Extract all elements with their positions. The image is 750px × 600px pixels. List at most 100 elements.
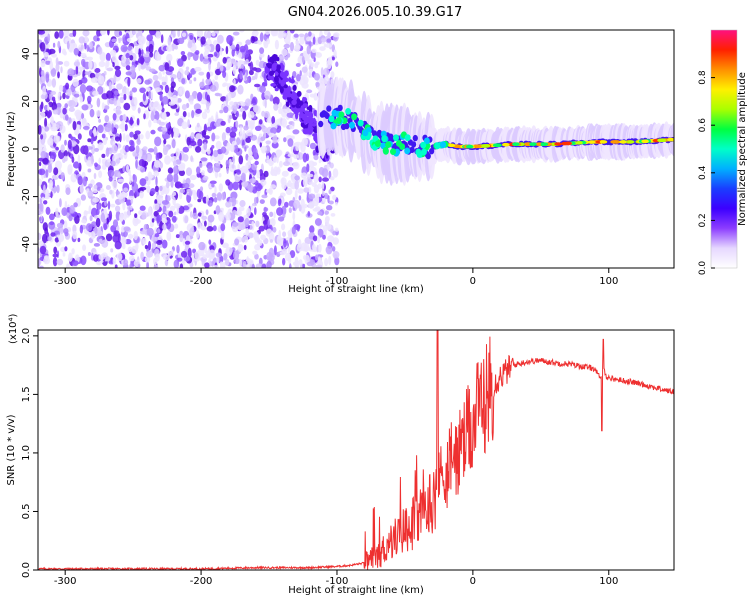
spectrogram-noise-cell bbox=[127, 77, 131, 87]
signal-peak-cell bbox=[575, 141, 583, 145]
spectrogram-noise-cell bbox=[60, 66, 63, 74]
spectrogram-noise-cell bbox=[173, 165, 178, 175]
spectrogram-noise-cell bbox=[223, 106, 229, 114]
spectrogram-noise-cell bbox=[173, 211, 177, 216]
spectrogram-noise-cell bbox=[313, 173, 319, 184]
spectrogram-noise-cell bbox=[225, 45, 229, 55]
spectrogram-noise-cell bbox=[320, 67, 324, 77]
spectrogram-noise-cell bbox=[55, 63, 60, 72]
spectrogram-noise-cell bbox=[255, 59, 260, 66]
spectrogram-noise-cell bbox=[325, 245, 333, 255]
spectrogram-noise-cell bbox=[112, 257, 117, 266]
spectrogram-noise-cell bbox=[111, 123, 114, 133]
spectrogram-noise-cell bbox=[245, 130, 254, 137]
spectrogram-noise-cell bbox=[241, 236, 246, 243]
spectrogram-noise-cell bbox=[65, 82, 70, 90]
spectrogram-noise-cell bbox=[204, 135, 210, 140]
spectrogram-noise-cell bbox=[149, 68, 156, 73]
spectrogram-noise-cell bbox=[247, 184, 254, 192]
x-tick-label: -200 bbox=[190, 576, 213, 587]
spectrogram-noise-cell bbox=[67, 139, 72, 150]
x-tick-label: 0 bbox=[470, 576, 476, 587]
spectrogram-noise-cell bbox=[62, 92, 66, 100]
spectrogram-noise-cell bbox=[318, 158, 322, 164]
y-tick-label: 0.0 bbox=[21, 562, 32, 578]
spectrogram-noise-cell bbox=[325, 215, 330, 222]
spectrogram-noise-cell bbox=[318, 176, 322, 183]
spectrogram-noise-cell bbox=[204, 108, 207, 113]
spectrogram-noise-cell bbox=[199, 81, 205, 89]
spectrogram-noise-cell bbox=[311, 48, 317, 53]
spectrogram-noise-cell bbox=[116, 83, 123, 90]
spectrogram-noise-cell bbox=[314, 218, 322, 226]
spectrogram-noise-cell bbox=[327, 56, 332, 66]
spectrogram-noise-cell bbox=[39, 202, 44, 212]
spectrogram-noise-cell bbox=[293, 199, 301, 209]
spectrogram-noise-cell bbox=[269, 197, 277, 207]
spectrogram-noise-cell bbox=[154, 199, 158, 205]
spectrogram-noise-cell bbox=[171, 215, 177, 223]
spectrogram-noise-cell bbox=[132, 174, 137, 184]
spectrogram-noise-cell bbox=[72, 78, 79, 87]
spectrogram-noise-cell bbox=[164, 84, 169, 94]
spectrogram-noise-cell bbox=[110, 203, 116, 208]
spectrogram-noise-cell bbox=[93, 254, 99, 262]
spectrogram-noise-cell bbox=[151, 218, 155, 223]
spectrogram-streak-cell bbox=[297, 100, 304, 106]
spectrogram-noise-cell bbox=[95, 109, 102, 117]
spectrogram-noise-cell bbox=[330, 71, 335, 79]
spectrogram-noise-cell bbox=[301, 66, 308, 73]
spectrogram-noise-cell bbox=[309, 142, 317, 150]
spectrogram-noise-cell bbox=[225, 212, 231, 221]
signal-peak-cell bbox=[404, 147, 411, 155]
spectrogram-noise-cell bbox=[303, 76, 309, 84]
spectrogram-noise-cell bbox=[238, 155, 244, 165]
spectrogram-noise-cell bbox=[100, 30, 107, 35]
spectrogram-noise-cell bbox=[315, 254, 319, 261]
spectrogram-noise-cell bbox=[114, 69, 122, 78]
spectrogram-noise-cell bbox=[96, 37, 100, 42]
spectrogram-noise-cell bbox=[161, 111, 167, 121]
spectrogram-noise-cell bbox=[50, 68, 57, 75]
spectrogram-noise-cell bbox=[144, 87, 151, 92]
x-tick-label: 100 bbox=[599, 276, 618, 287]
spectrogram-noise-cell bbox=[322, 234, 326, 240]
spectrogram-noise-cell bbox=[263, 206, 267, 213]
spectrogram-noise-cell bbox=[101, 102, 105, 110]
spectrogram-noise-cell bbox=[76, 120, 81, 125]
spectrogram-noise-cell bbox=[158, 71, 163, 80]
spectrogram-noise-cell bbox=[52, 109, 59, 115]
spectrogram-noise-cell bbox=[68, 100, 76, 108]
spectrogram-noise-cell bbox=[292, 122, 295, 127]
spectrogram-streak-cell bbox=[291, 99, 297, 106]
spectrogram-noise-cell bbox=[94, 162, 98, 168]
y-tick-label: -40 bbox=[21, 236, 32, 252]
spectrogram-noise-cell bbox=[164, 146, 169, 152]
spectrogram-noise-cell bbox=[98, 61, 106, 68]
spectrogram-noise-cell bbox=[229, 101, 235, 106]
spectrogram-noise-cell bbox=[162, 70, 165, 75]
x-tick-label: -200 bbox=[190, 276, 213, 287]
spectrogram-noise-cell bbox=[254, 160, 259, 166]
spectrogram-noise-cell bbox=[63, 150, 68, 158]
spectrogram-noise-cell bbox=[131, 87, 138, 93]
spectrogram-noise-cell bbox=[56, 102, 62, 109]
spectrogram-noise-cell bbox=[170, 249, 174, 257]
spectrogram-noise-cell bbox=[279, 160, 283, 168]
spectrogram-noise-cell bbox=[38, 30, 46, 35]
spectrogram-noise-cell bbox=[273, 245, 277, 256]
spectrogram-noise-cell bbox=[319, 46, 326, 51]
spectrogram-noise-cell bbox=[295, 63, 301, 67]
spectrogram-noise-cell bbox=[232, 155, 236, 165]
spectrogram-noise-cell bbox=[281, 223, 286, 231]
spectrogram-noise-cell bbox=[332, 231, 336, 236]
spectrogram-streak-cell bbox=[289, 79, 295, 84]
spectrogram-noise-cell bbox=[68, 47, 72, 52]
spectrogram-noise-cell bbox=[38, 168, 46, 176]
spectrogram-noise-cell bbox=[332, 194, 337, 201]
spectrogram-streak-cell bbox=[266, 62, 270, 67]
spectrogram-noise-cell bbox=[164, 155, 171, 165]
spectrogram-noise-cell bbox=[71, 248, 75, 255]
spectrogram-noise-cell bbox=[270, 127, 278, 135]
spectrogram-noise-cell bbox=[62, 107, 67, 115]
